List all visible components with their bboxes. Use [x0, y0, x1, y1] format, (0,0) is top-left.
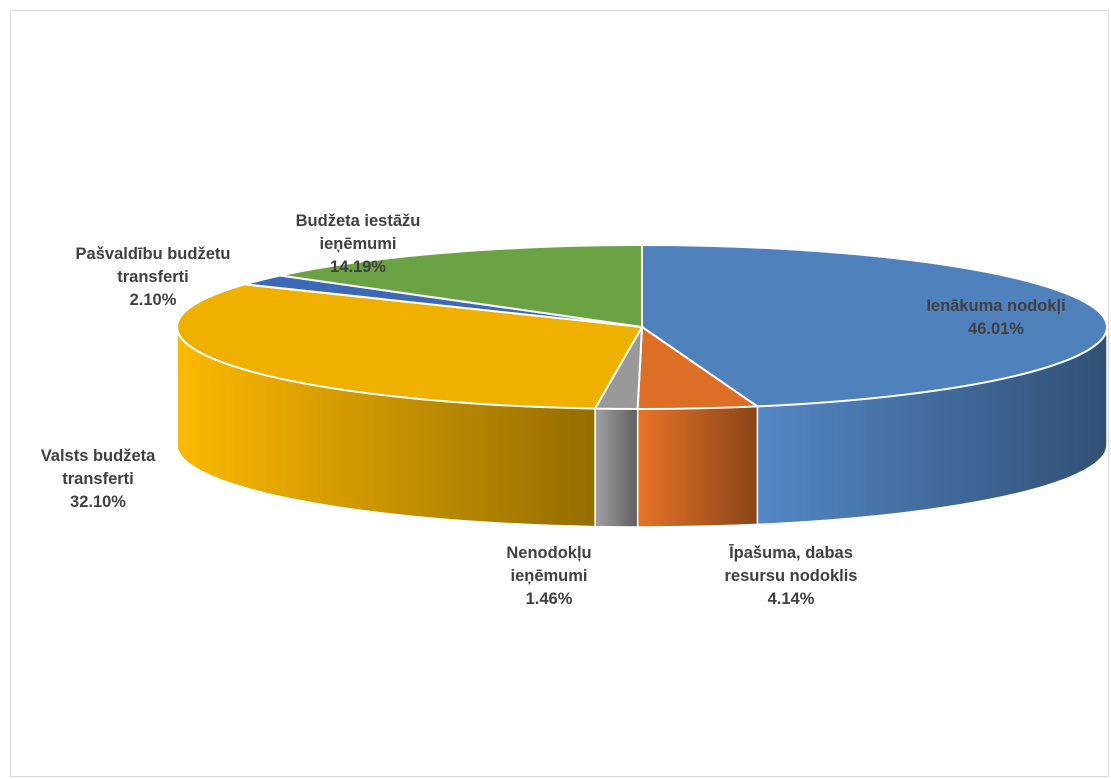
pie-chart: Ienākuma nodokļi 46.01% Īpašuma, dabas resu…	[41, 212, 1108, 608]
pie-side-1	[636, 405, 759, 528]
pie-side-2	[594, 407, 639, 528]
chart-area: Ienākuma nodokļi 46.01% Īpašuma, dabas resu…	[10, 10, 1109, 777]
slice-label-1: Īpašuma, dabas resursu nodoklis 4.14%	[725, 543, 858, 608]
pie-slice-0	[641, 243, 1108, 408]
slice-label-0: Ienākuma nodokļi 46.01%	[926, 297, 1065, 338]
pie-slice-5	[279, 243, 643, 329]
slice-label-2: Nenodokļu ieņēmumi 1.46%	[506, 544, 591, 608]
slice-label-3: Valsts budžeta transferti 32.10%	[41, 447, 156, 511]
slice-label-5: Budžeta iestāžu ieņēmumi 14.19%	[296, 212, 421, 276]
slice-label-4: Pašvaldību budžetu transferti 2.10%	[76, 245, 231, 309]
